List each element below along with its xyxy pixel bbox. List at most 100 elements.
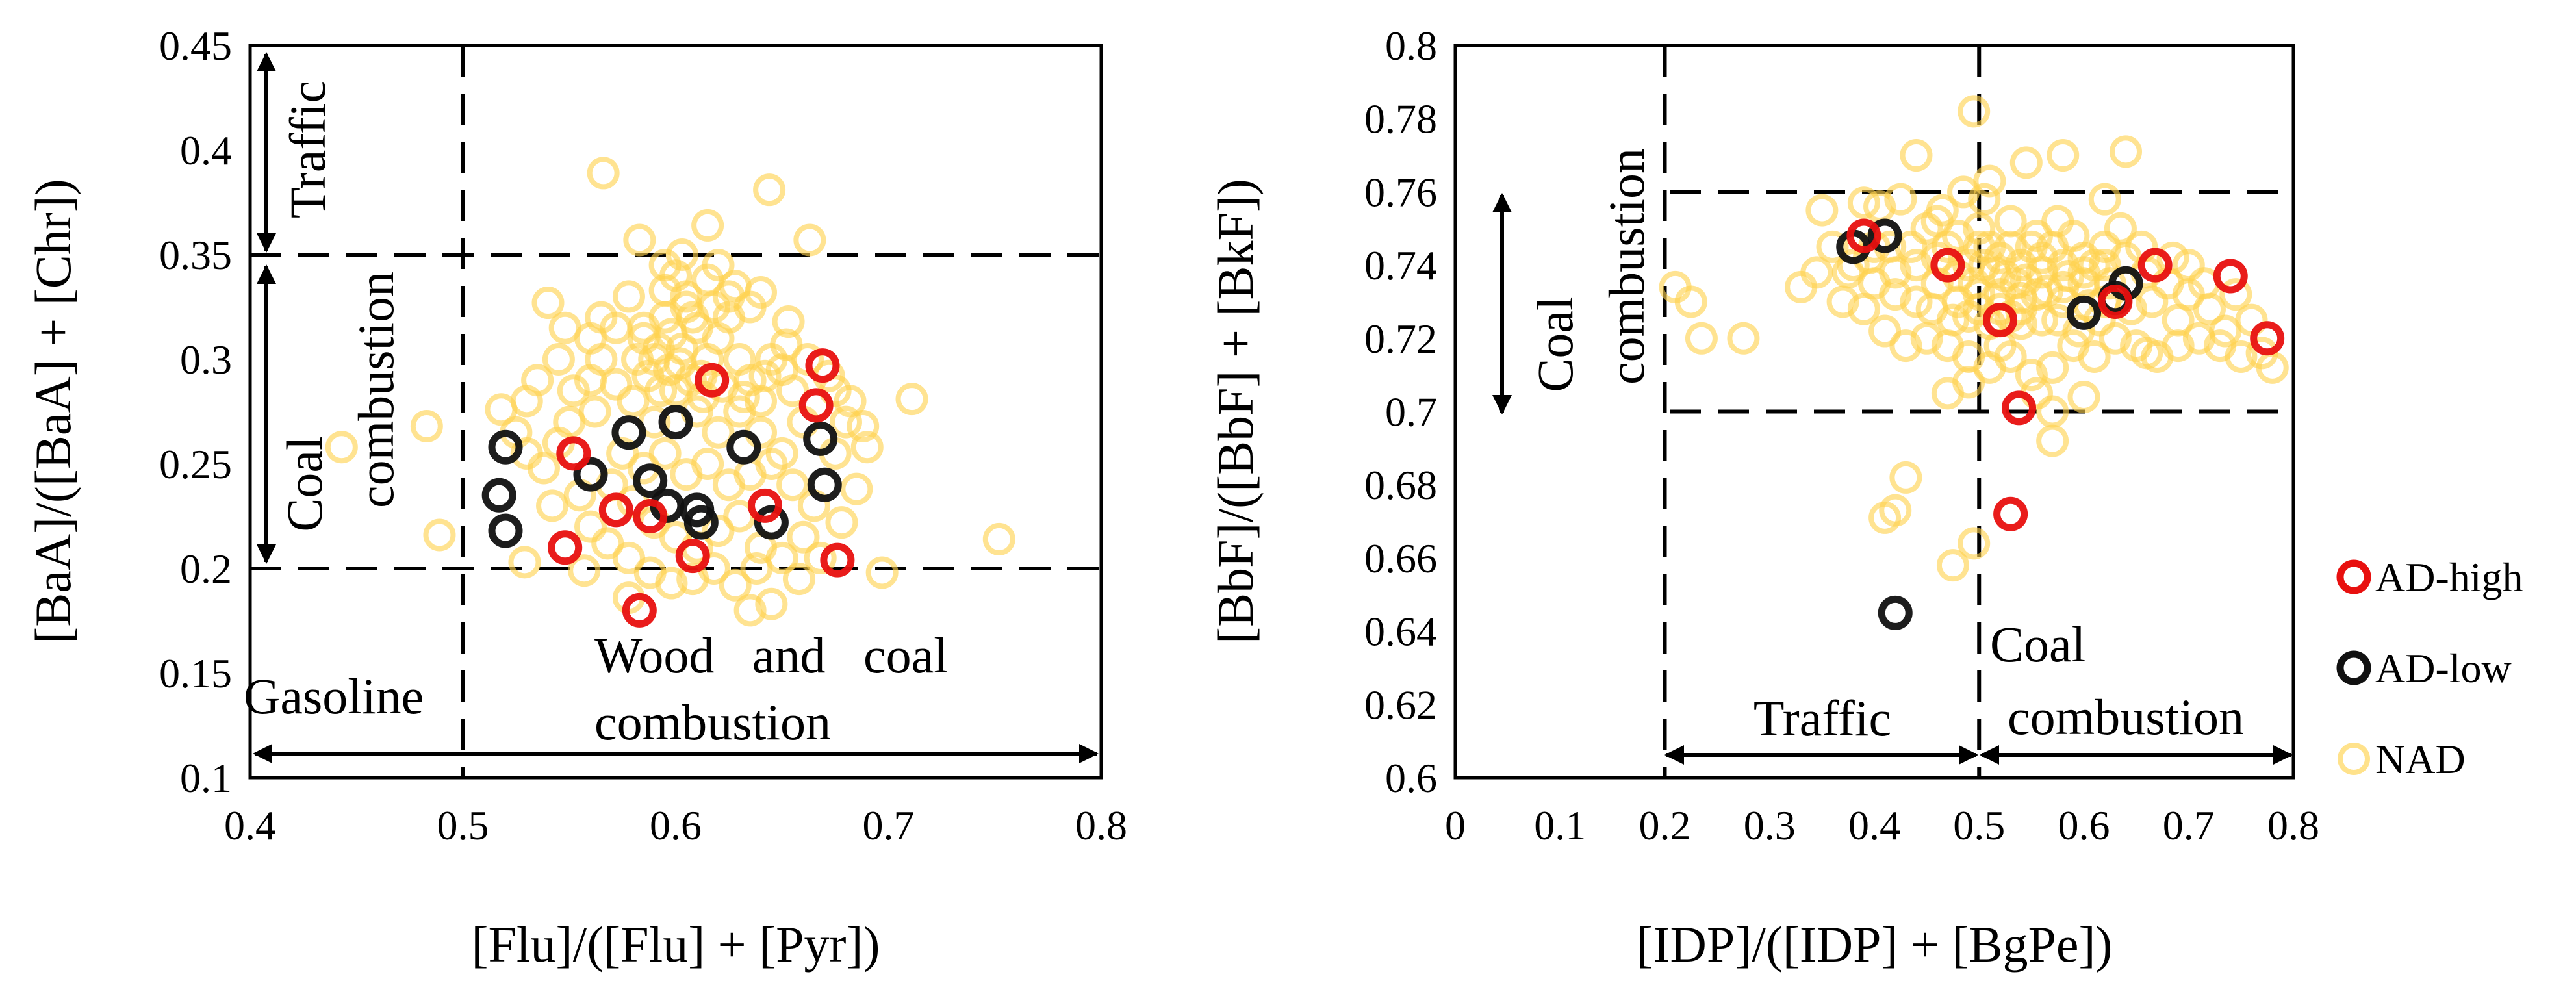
point-nad (691, 263, 724, 296)
point-ad-high (556, 436, 591, 471)
y-tick-label-right: 0.78 (1364, 96, 1437, 142)
point-nad (574, 510, 607, 543)
region-traffic-right: Traffic (1753, 690, 1891, 746)
point-nad (2162, 303, 2195, 337)
point-nad (691, 448, 724, 480)
point-nad (527, 452, 560, 485)
point-nad (1958, 95, 1991, 128)
point-nad (702, 416, 735, 449)
point-nad (623, 223, 656, 257)
point-nad (548, 311, 581, 344)
point-nad (2110, 135, 2142, 168)
point-nad (1847, 186, 1880, 220)
point-nad (702, 515, 735, 548)
y-tick-label-right: 0.6 (1385, 755, 1437, 801)
point-nad (1816, 230, 1849, 263)
legend-label-ad-high: AD-high (2375, 554, 2523, 600)
x-tick-label-right: 0.5 (1953, 802, 2005, 848)
point-ad-high (598, 492, 633, 528)
point-ad-low (1867, 218, 1902, 253)
point-nad (2057, 220, 2090, 253)
chart-right: 0.6 0.62 0.64 0.66 0.68 0.7 0.72 0.74 0.76 0.78 0.… (1207, 23, 2319, 973)
point-nad (510, 437, 543, 470)
y-tick-label-left: 0.35 (159, 232, 232, 278)
point-nad (568, 554, 601, 587)
point-ad-high (2250, 321, 2285, 356)
point-nad (1900, 139, 1933, 172)
point-nad (2067, 380, 2100, 413)
point-ad-high (1846, 218, 1881, 253)
point-nad (1936, 303, 1969, 337)
point-nad (2036, 424, 2069, 457)
point-ad-high (748, 488, 783, 523)
point-nad (1685, 322, 1718, 355)
x-tick-label-right: 0.1 (1534, 802, 1586, 848)
plot-frame-right (1453, 44, 2295, 780)
point-nad (2130, 337, 2163, 370)
point-nad (410, 410, 443, 443)
y-tick-label-right: 0.66 (1364, 535, 1437, 581)
point-nad (2036, 351, 2069, 384)
point-ad-low (658, 405, 693, 440)
point-nad (1785, 270, 1818, 303)
point-nad (578, 395, 611, 428)
point-ad-high (2002, 390, 2037, 426)
point-nad (2156, 241, 2189, 274)
y-tick-label-right: 0.72 (1364, 316, 1437, 362)
point-nad (617, 385, 650, 418)
point-nad (733, 594, 767, 627)
plot-frame-left (248, 44, 1103, 780)
region-traffic-left: Traffic (279, 81, 336, 218)
point-ad-low (488, 513, 523, 548)
legend-marker-ad-low (2336, 650, 2371, 685)
point-nad (2009, 146, 2043, 179)
point-ad-low (2067, 295, 2101, 330)
region-coal-right-2: combustion (1598, 148, 1655, 385)
y-tick-label-right: 0.62 (1364, 682, 1437, 728)
point-nad (2172, 249, 2205, 282)
point-nad (1900, 249, 1933, 282)
y-tick-label-right: 0.74 (1364, 242, 1437, 288)
point-ad-high (622, 593, 657, 628)
point-nad (612, 280, 645, 313)
point-ad-high (2213, 259, 2248, 294)
point-nad (1674, 285, 1707, 318)
point-nad (895, 383, 928, 416)
point-nad (1868, 501, 1902, 534)
point-nad (1994, 230, 2027, 263)
point-ad-high (2098, 284, 2133, 319)
point-nad (642, 332, 675, 365)
point-ad-high (633, 499, 668, 533)
point-nad (1889, 329, 1922, 363)
point-nad (600, 368, 633, 401)
point-ad-low (488, 429, 523, 465)
point-nad (782, 563, 815, 596)
y-tick-label-left: 0.15 (159, 650, 232, 696)
point-ad-high (805, 348, 840, 383)
point-nad (804, 541, 837, 574)
point-nad (1968, 183, 2001, 216)
point-nad (1963, 212, 1996, 245)
point-ad-high (675, 539, 710, 574)
point-nad (557, 374, 590, 407)
point-nad (2052, 260, 2085, 293)
point-nad (719, 568, 752, 602)
point-nad (1847, 292, 1880, 325)
point-ad-low (633, 463, 668, 498)
x-tick-label-left: 0.7 (863, 802, 915, 848)
point-ad-low (573, 457, 608, 492)
x-axis-label-right: [IDP]/([IDP] + [BgPe]) (1637, 916, 2113, 973)
point-nad (508, 546, 541, 579)
y-tick-label-right: 0.76 (1364, 169, 1437, 215)
point-nad (1926, 194, 1959, 227)
region-coal-left-2: combustion (348, 272, 404, 508)
point-ad-high (548, 530, 583, 565)
point-nad (772, 305, 805, 338)
point-nad (1879, 278, 1912, 311)
y-tick-label-right: 0.64 (1364, 609, 1437, 655)
point-ad-high (2137, 248, 2173, 283)
point-ad-high (695, 363, 730, 398)
point-nad (770, 328, 803, 361)
legend-label-nad: NAD (2375, 736, 2466, 782)
